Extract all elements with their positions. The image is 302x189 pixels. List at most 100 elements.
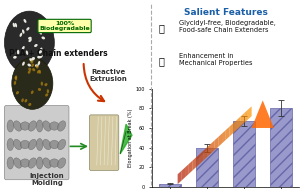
Ellipse shape (45, 93, 48, 97)
Ellipse shape (28, 37, 32, 40)
Polygon shape (233, 120, 237, 133)
Ellipse shape (28, 103, 31, 106)
Ellipse shape (32, 68, 35, 71)
Ellipse shape (43, 158, 51, 168)
Ellipse shape (13, 56, 17, 59)
Ellipse shape (15, 77, 17, 81)
Ellipse shape (24, 19, 27, 23)
Text: 100%
Biodegradable: 100% Biodegradable (39, 21, 90, 31)
Ellipse shape (36, 120, 43, 132)
Ellipse shape (43, 139, 51, 150)
Ellipse shape (17, 50, 19, 54)
Text: 👍: 👍 (158, 23, 164, 33)
Circle shape (12, 57, 53, 109)
Ellipse shape (36, 157, 43, 169)
Ellipse shape (22, 62, 25, 66)
Ellipse shape (16, 91, 19, 94)
Ellipse shape (31, 64, 34, 67)
Ellipse shape (44, 83, 47, 86)
Ellipse shape (38, 88, 41, 91)
Polygon shape (196, 154, 200, 167)
Ellipse shape (36, 139, 43, 150)
Ellipse shape (37, 70, 40, 74)
Polygon shape (244, 110, 248, 123)
Polygon shape (181, 167, 185, 181)
Ellipse shape (28, 70, 31, 74)
Ellipse shape (50, 159, 59, 167)
Ellipse shape (14, 139, 22, 150)
Ellipse shape (34, 44, 38, 47)
Ellipse shape (21, 98, 24, 102)
Ellipse shape (28, 158, 37, 168)
Ellipse shape (39, 31, 42, 35)
Polygon shape (120, 124, 132, 154)
Ellipse shape (40, 48, 42, 52)
Ellipse shape (38, 50, 42, 53)
Polygon shape (240, 113, 244, 126)
Ellipse shape (31, 57, 35, 60)
Ellipse shape (28, 39, 32, 42)
Polygon shape (237, 116, 240, 130)
Ellipse shape (26, 27, 30, 31)
Text: Enhancement in
Mechanical Properties: Enhancement in Mechanical Properties (179, 53, 252, 66)
Ellipse shape (14, 121, 22, 131)
Ellipse shape (41, 82, 43, 86)
Polygon shape (211, 140, 215, 153)
Ellipse shape (35, 64, 39, 67)
Ellipse shape (13, 23, 15, 27)
Bar (233, 121, 255, 187)
Ellipse shape (14, 158, 22, 168)
Polygon shape (200, 150, 204, 164)
Ellipse shape (47, 89, 49, 93)
FancyBboxPatch shape (5, 106, 69, 180)
Ellipse shape (7, 139, 14, 150)
FancyBboxPatch shape (89, 115, 119, 170)
Bar (196, 148, 218, 187)
Ellipse shape (28, 139, 37, 150)
Ellipse shape (24, 99, 27, 102)
Ellipse shape (38, 61, 40, 65)
Ellipse shape (28, 68, 31, 71)
Ellipse shape (41, 36, 45, 39)
Ellipse shape (31, 90, 34, 94)
Ellipse shape (39, 70, 41, 74)
Polygon shape (252, 100, 274, 128)
Y-axis label: Elongation at Break (%): Elongation at Break (%) (128, 109, 133, 167)
Ellipse shape (20, 159, 30, 167)
Bar (159, 184, 181, 187)
Polygon shape (185, 164, 189, 177)
Ellipse shape (20, 140, 30, 149)
Ellipse shape (7, 120, 14, 132)
Polygon shape (215, 137, 218, 150)
Polygon shape (204, 147, 207, 160)
Polygon shape (207, 144, 211, 157)
Ellipse shape (22, 46, 25, 50)
Ellipse shape (15, 50, 18, 55)
Text: Injection
Molding: Injection Molding (30, 173, 64, 186)
Ellipse shape (20, 122, 30, 130)
Circle shape (5, 11, 54, 74)
Text: PLA + Chain extenders: PLA + Chain extenders (9, 49, 108, 58)
Ellipse shape (14, 75, 17, 79)
Polygon shape (178, 171, 181, 184)
Ellipse shape (7, 157, 14, 169)
Ellipse shape (44, 28, 48, 31)
Ellipse shape (31, 58, 34, 61)
Ellipse shape (26, 50, 28, 55)
Ellipse shape (20, 33, 22, 37)
Ellipse shape (28, 121, 37, 131)
Ellipse shape (14, 81, 16, 85)
Ellipse shape (43, 121, 51, 131)
Ellipse shape (29, 58, 33, 62)
Polygon shape (230, 123, 233, 136)
Polygon shape (222, 130, 226, 143)
Text: 👍: 👍 (158, 56, 164, 66)
Text: Glycidyl-free, Biodegradable,
Food-safe Chain Extenders: Glycidyl-free, Biodegradable, Food-safe … (179, 20, 276, 33)
Ellipse shape (15, 23, 17, 27)
Bar (270, 108, 292, 187)
Ellipse shape (57, 139, 66, 150)
Ellipse shape (57, 158, 66, 168)
Ellipse shape (40, 55, 43, 58)
Text: Salient Features: Salient Features (184, 9, 268, 17)
Polygon shape (218, 133, 222, 147)
